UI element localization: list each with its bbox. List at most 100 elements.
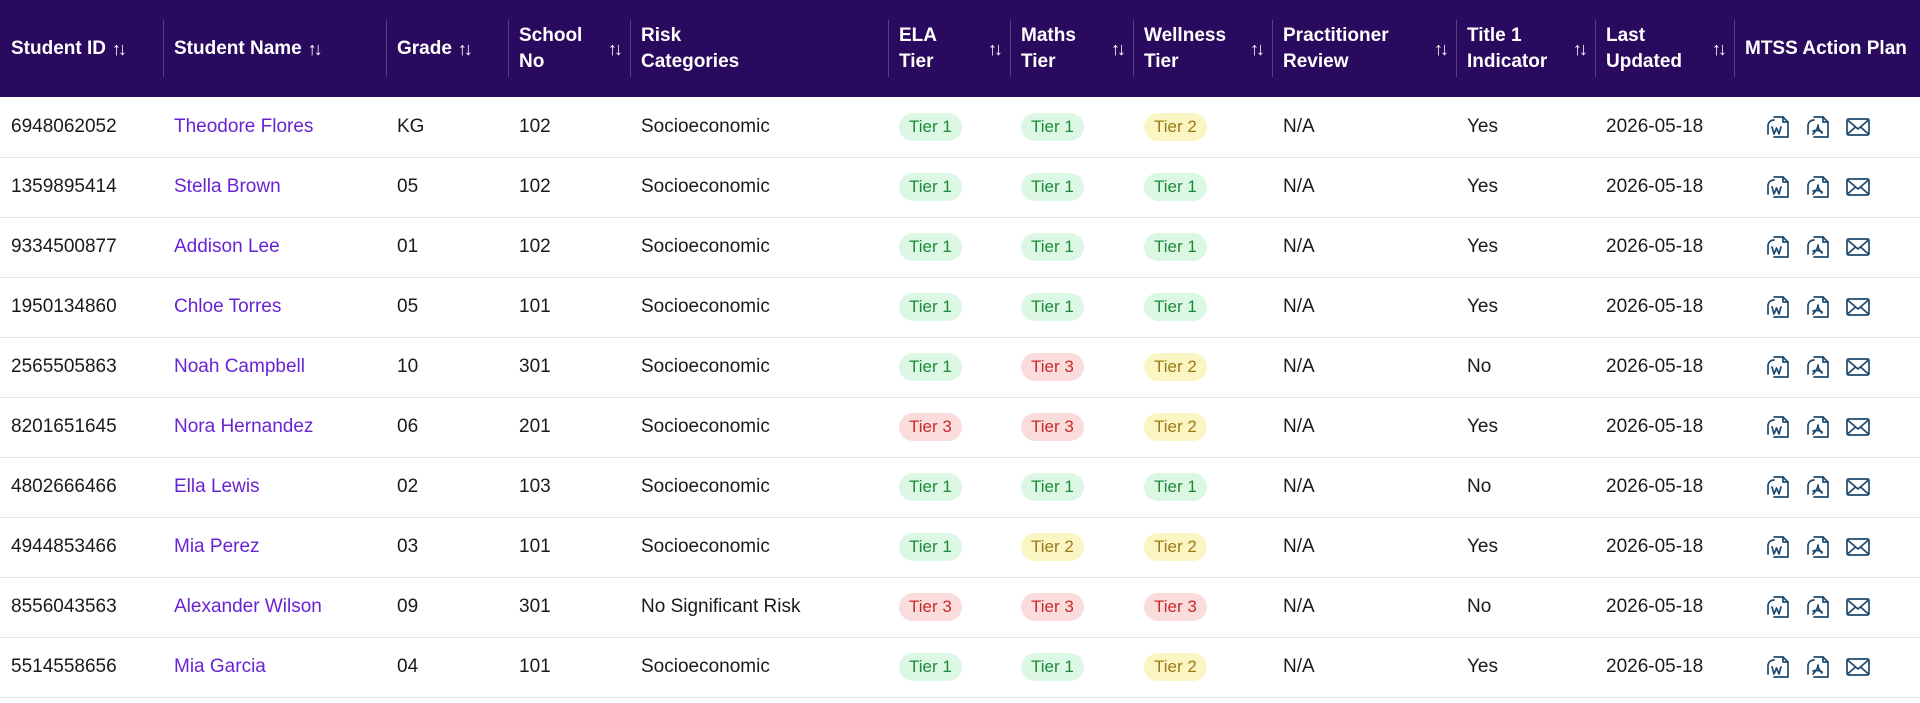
column-header-title1-indicator[interactable]: Title 1 Indicator ↑↓ (1456, 0, 1595, 97)
column-divider[interactable] (630, 20, 631, 77)
column-divider[interactable] (1595, 20, 1596, 77)
mtss-action-plan-cell (1734, 457, 1920, 517)
pdf-doc-icon[interactable] (1805, 174, 1831, 200)
pdf-doc-icon[interactable] (1805, 234, 1831, 260)
student-name-link[interactable]: Theodore Flores (174, 115, 314, 137)
risk-category-cell: Socioeconomic (641, 656, 770, 677)
pdf-doc-icon[interactable] (1805, 354, 1831, 380)
tier-badge: Tier 3 (1021, 593, 1084, 621)
maths-tier-cell: Tier 3 (1010, 397, 1133, 457)
student-name-link[interactable]: Chloe Torres (174, 296, 282, 317)
pdf-doc-icon[interactable] (1805, 594, 1831, 620)
sort-updown-icon[interactable]: ↑↓ (112, 38, 127, 59)
column-header-school-no[interactable]: School No ↑↓ (508, 0, 630, 97)
email-icon[interactable] (1845, 534, 1871, 560)
column-divider[interactable] (1010, 20, 1011, 77)
email-icon[interactable] (1845, 474, 1871, 500)
column-header-label: Student ID (11, 37, 106, 59)
email-icon[interactable] (1845, 234, 1871, 260)
student-name-link[interactable]: Stella Brown (174, 176, 281, 197)
column-header-grade[interactable]: Grade ↑↓ (386, 0, 508, 97)
pdf-doc-icon[interactable] (1805, 474, 1831, 500)
column-divider[interactable] (163, 20, 164, 77)
table-body: 6948062052 Theodore Flores KG 102 Socioecono… (0, 97, 1920, 697)
email-icon[interactable] (1845, 414, 1871, 440)
word-doc-icon[interactable] (1765, 294, 1791, 320)
email-icon[interactable] (1845, 354, 1871, 380)
email-icon[interactable] (1845, 654, 1871, 680)
pdf-doc-icon[interactable] (1805, 414, 1831, 440)
sort-updown-icon[interactable]: ↑↓ (608, 38, 623, 59)
practitioner-review-cell: N/A (1283, 296, 1315, 317)
column-header-wellness-tier[interactable]: Wellness Tier ↑↓ (1133, 0, 1272, 97)
ela-tier-cell: Tier 1 (888, 337, 1010, 397)
column-divider[interactable] (1133, 20, 1134, 77)
pdf-doc-icon[interactable] (1805, 654, 1831, 680)
table-row: 8201651645 Nora Hernandez 06 201 Socioeconom… (0, 397, 1920, 457)
tier-badge: Tier 1 (899, 653, 962, 681)
maths-tier-cell: Tier 1 (1010, 97, 1133, 157)
last-updated-cell: 2026-05-18 (1606, 416, 1704, 437)
sort-updown-icon[interactable]: ↑↓ (1434, 38, 1449, 59)
student-name-link[interactable]: Ella Lewis (174, 476, 260, 497)
tier-badge: Tier 3 (1021, 353, 1084, 381)
column-header-student-id[interactable]: Student ID ↑↓ (0, 0, 163, 97)
student-name-link[interactable]: Addison Lee (174, 236, 280, 257)
email-icon[interactable] (1845, 174, 1871, 200)
sort-updown-icon[interactable]: ↑↓ (1250, 38, 1265, 59)
mtss-action-plan-cell (1734, 637, 1920, 697)
sort-updown-icon[interactable]: ↑↓ (457, 38, 473, 59)
sort-updown-icon[interactable]: ↑↓ (307, 38, 323, 59)
word-doc-icon[interactable] (1765, 114, 1791, 140)
maths-tier-cell: Tier 3 (1010, 577, 1133, 637)
title1-indicator-cell: Yes (1467, 536, 1498, 557)
risk-category-cell: No Significant Risk (641, 596, 801, 617)
wellness-tier-cell: Tier 2 (1133, 97, 1272, 157)
word-doc-icon[interactable] (1765, 474, 1791, 500)
column-header-label: Grade (397, 37, 452, 59)
column-divider[interactable] (1272, 20, 1273, 77)
pdf-doc-icon[interactable] (1805, 294, 1831, 320)
student-id-cell: 8556043563 (11, 596, 117, 617)
column-divider[interactable] (1734, 20, 1735, 77)
word-doc-icon[interactable] (1765, 534, 1791, 560)
school-no-cell: 102 (519, 176, 551, 197)
column-header-maths-tier[interactable]: Maths Tier ↑↓ (1010, 0, 1133, 97)
pdf-doc-icon[interactable] (1805, 534, 1831, 560)
column-header-student-name[interactable]: Student Name ↑↓ (163, 0, 386, 97)
sort-updown-icon[interactable]: ↑↓ (988, 38, 1003, 59)
student-name-link[interactable]: Mia Perez (174, 536, 260, 557)
student-name-link[interactable]: Alexander Wilson (174, 596, 322, 617)
column-header-ela-tier[interactable]: ELA Tier ↑↓ (888, 0, 1010, 97)
email-icon[interactable] (1845, 294, 1871, 320)
mtss-action-plan-cell (1734, 277, 1920, 337)
email-icon[interactable] (1845, 114, 1871, 140)
word-doc-icon[interactable] (1765, 234, 1791, 260)
practitioner-review-cell: N/A (1283, 115, 1315, 137)
word-doc-icon[interactable] (1765, 414, 1791, 440)
student-name-link[interactable]: Noah Campbell (174, 356, 305, 377)
column-header-practitioner-review[interactable]: Practitioner Review ↑↓ (1272, 0, 1456, 97)
wellness-tier-cell: Tier 2 (1133, 397, 1272, 457)
sort-updown-icon[interactable]: ↑↓ (1573, 38, 1588, 59)
mtss-action-plan-cell (1734, 337, 1920, 397)
wellness-tier-cell: Tier 3 (1133, 577, 1272, 637)
column-divider[interactable] (888, 20, 889, 77)
column-divider[interactable] (1456, 20, 1457, 77)
word-doc-icon[interactable] (1765, 654, 1791, 680)
word-doc-icon[interactable] (1765, 594, 1791, 620)
table-row: 2565505863 Noah Campbell 10 301 Socioeconomi… (0, 337, 1920, 397)
sort-updown-icon[interactable]: ↑↓ (1712, 38, 1727, 59)
word-doc-icon[interactable] (1765, 354, 1791, 380)
school-no-cell: 101 (519, 296, 551, 317)
word-doc-icon[interactable] (1765, 174, 1791, 200)
column-header-last-updated[interactable]: Last Updated ↑↓ (1595, 0, 1734, 97)
student-name-link[interactable]: Nora Hernandez (174, 416, 314, 437)
column-divider[interactable] (508, 20, 509, 77)
student-name-link[interactable]: Mia Garcia (174, 656, 266, 677)
email-icon[interactable] (1845, 594, 1871, 620)
pdf-doc-icon[interactable] (1805, 114, 1831, 140)
sort-updown-icon[interactable]: ↑↓ (1111, 38, 1126, 59)
column-divider[interactable] (386, 20, 387, 77)
last-updated-cell: 2026-05-18 (1606, 656, 1704, 677)
